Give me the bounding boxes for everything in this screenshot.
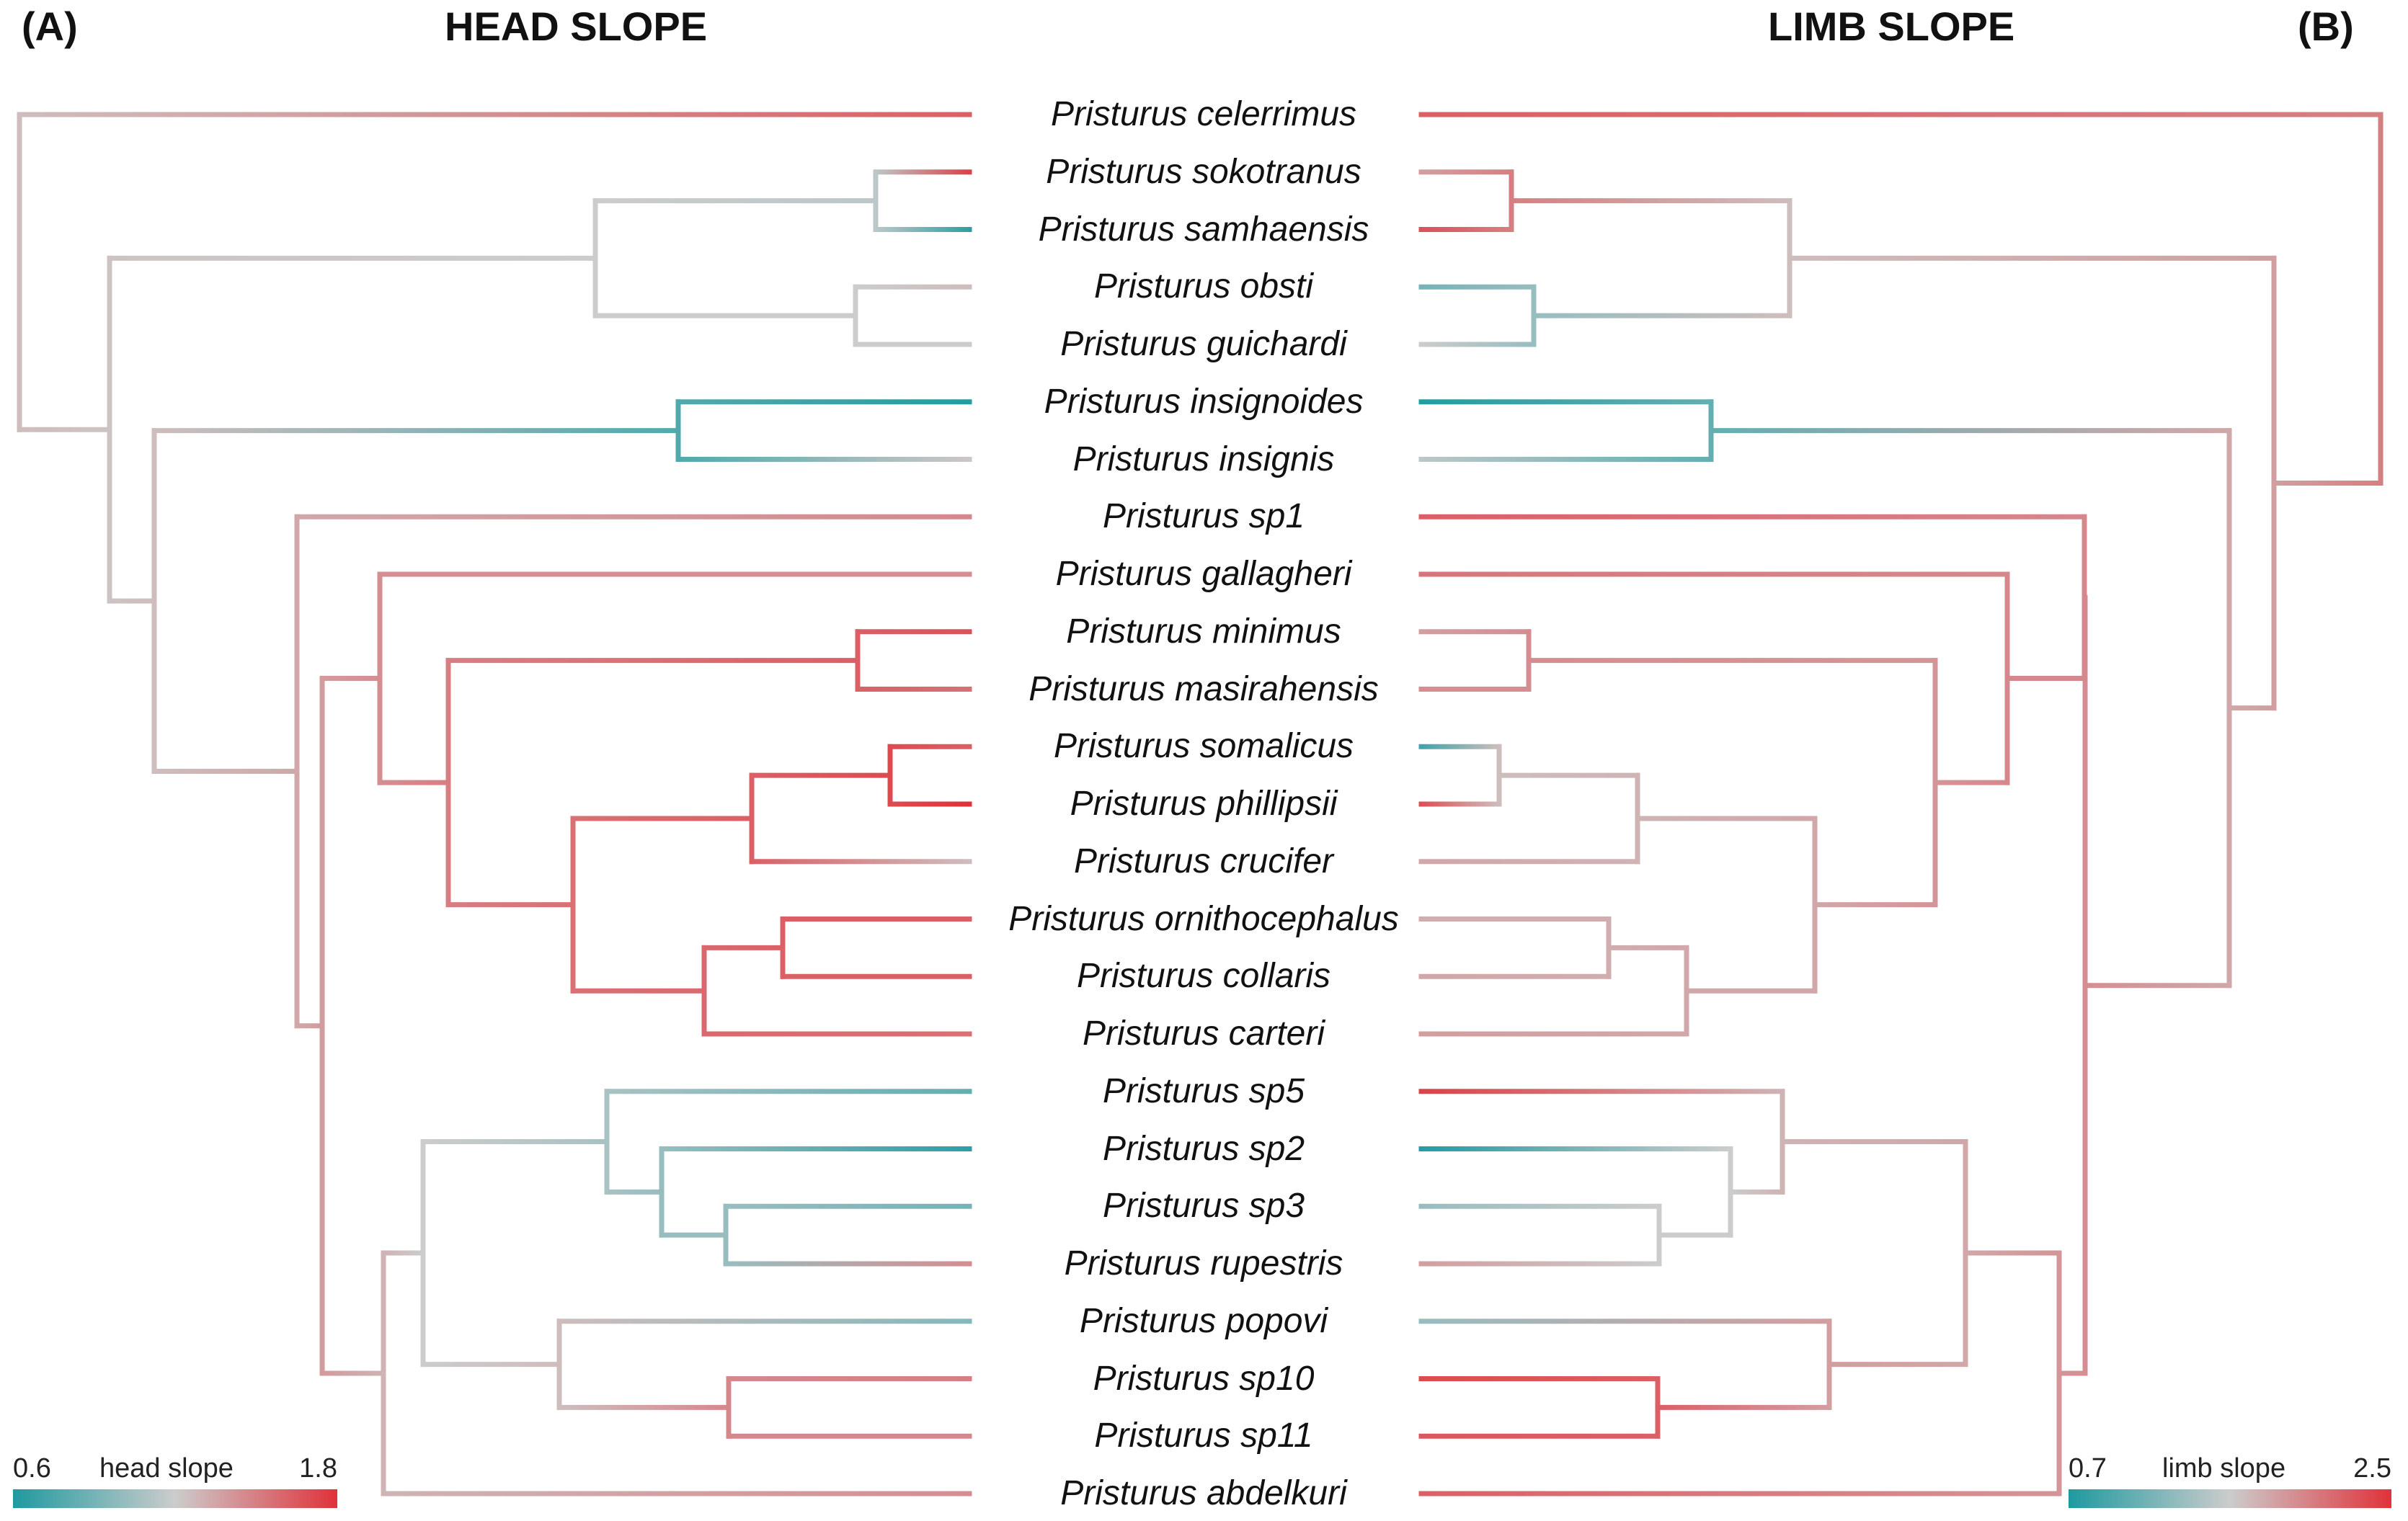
limb-slope-title: LIMB SLOPE (1768, 4, 2015, 49)
taxon-label: Pristurus collaris (1076, 957, 1331, 996)
limb-slope-legend: 0.7 limb slope 2.5 (2069, 1453, 2391, 1508)
taxon-label: Pristurus popovi (1079, 1301, 1328, 1340)
head-slope-legend-label: head slope (99, 1453, 234, 1484)
head-slope-title: HEAD SLOPE (445, 4, 708, 49)
head-slope-color-bar (13, 1489, 337, 1508)
taxon-label: Pristurus sp5 (1102, 1071, 1305, 1110)
taxon-label: Pristurus rupestris (1064, 1244, 1343, 1283)
taxon-label: Pristurus samhaensis (1038, 210, 1369, 249)
limb-slope-color-bar (2069, 1489, 2391, 1508)
taxon-label: Pristurus insignoides (1044, 382, 1364, 421)
head-slope-legend: 0.6 head slope 1.8 (13, 1453, 337, 1508)
taxon-label: Pristurus somalicus (1053, 727, 1354, 766)
taxon-label: Pristurus minimus (1066, 612, 1341, 651)
limb-slope-legend-label: limb slope (2162, 1453, 2286, 1484)
panel-a-letter: (A) (22, 4, 78, 49)
taxon-label: Pristurus sp1 (1102, 497, 1305, 536)
head-slope-tree (17, 112, 972, 1497)
taxon-label: Pristurus ornithocephalus (1008, 899, 1399, 938)
head-slope-legend-min: 0.6 (13, 1453, 51, 1484)
taxon-label: Pristurus abdelkuri (1060, 1474, 1347, 1512)
taxon-label: Pristurus phillipsii (1070, 785, 1338, 823)
head-slope-legend-max: 1.8 (299, 1453, 337, 1484)
taxon-label: Pristurus obsti (1093, 267, 1314, 306)
taxon-label: Pristurus crucifer (1073, 842, 1334, 880)
limb-slope-legend-max: 2.5 (2353, 1453, 2391, 1484)
taxon-label: Pristurus insignis (1072, 440, 1335, 478)
taxon-label: Pristurus gallagheri (1055, 555, 1352, 593)
taxon-label: Pristurus celerrimus (1050, 95, 1357, 133)
taxon-label: Pristurus sp10 (1093, 1359, 1315, 1398)
taxon-label: Pristurus guichardi (1060, 325, 1347, 363)
taxon-label: Pristurus carteri (1082, 1014, 1325, 1053)
taxon-label: Pristurus sp3 (1102, 1187, 1305, 1226)
taxon-label: Pristurus sp2 (1102, 1129, 1305, 1168)
taxon-label: Pristurus sp11 (1094, 1417, 1313, 1455)
taxon-labels: Pristurus celerrimus Pristurus sokotranus… (980, 0, 1427, 1521)
taxon-label: Pristurus sokotranus (1046, 152, 1361, 191)
panel-b-letter: (B) (2298, 4, 2354, 49)
taxon-label: Pristurus masirahensis (1028, 669, 1379, 708)
limb-slope-legend-min: 0.7 (2069, 1453, 2107, 1484)
